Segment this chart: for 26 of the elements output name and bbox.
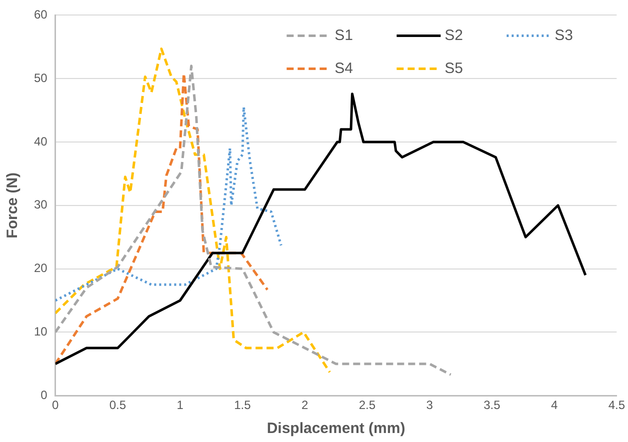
y-tick-label: 10 [34,324,48,339]
x-tick-label: 3 [426,398,434,412]
x-tick-label: 0 [52,398,60,412]
legend-label: S4 [334,60,354,77]
line-series [55,106,282,302]
x-tick-label: 4 [550,398,558,412]
y-tick-label: 50 [34,70,48,85]
x-tick-label: 1 [176,398,184,412]
y-tick-label: 0 [40,388,48,402]
y-tick-label: 20 [34,261,48,276]
y-tick-label: 40 [34,134,48,148]
legend-label: S2 [444,26,464,44]
y-axis-title: Force (N) [4,172,22,238]
x-axis-title: Displacement (mm) [266,420,406,438]
y-tick-label: 60 [34,8,48,22]
x-tick-label: 3.5 [484,398,501,412]
x-tick-label: 1.5 [234,398,252,412]
x-tick-label: 2 [301,398,308,412]
x-tick-label: 4.5 [608,398,626,412]
x-tick-label: 2.5 [358,398,376,412]
y-tick-label: 30 [34,198,48,212]
legend-label: S5 [444,60,464,77]
legend-label: S3 [554,26,574,44]
x-tick-label: 0.5 [109,398,126,412]
line-series [55,48,332,374]
legend-label: S1 [334,26,354,44]
